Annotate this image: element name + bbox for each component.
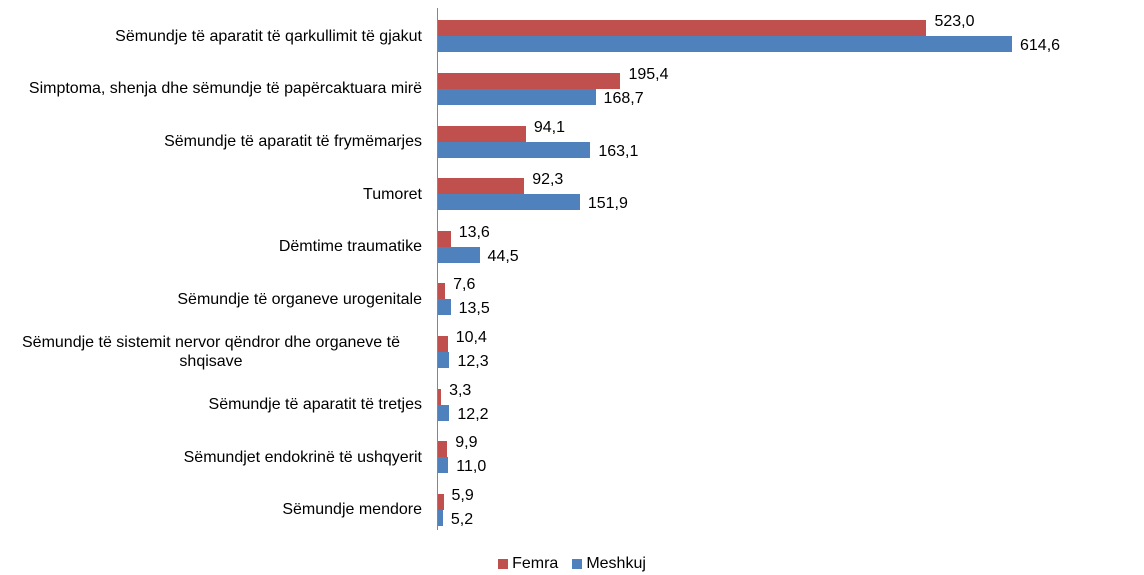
legend-swatch — [498, 559, 509, 569]
category-label: Sëmundje të aparatit të tretjes — [0, 383, 422, 427]
category-axis — [437, 8, 438, 530]
data-label: 13,6 — [458, 223, 490, 241]
bar — [438, 194, 580, 211]
category-label: Simptoma, shenja dhe sëmundje të papërca… — [0, 67, 422, 111]
data-label: 92,3 — [532, 171, 564, 189]
bar — [438, 72, 621, 89]
category-text: Sëmundje të aparatit të tretjes — [208, 396, 422, 413]
data-label: 5,2 — [450, 510, 474, 528]
category-text: Simptoma, shenja dhe sëmundje të papërca… — [28, 80, 422, 98]
data-label: 168,7 — [603, 89, 644, 107]
bar — [438, 36, 1012, 53]
bar — [438, 493, 444, 510]
data-label: 5,9 — [451, 486, 474, 504]
category-label: Sëmundje mendore — [0, 488, 422, 532]
data-label: 12,2 — [457, 405, 489, 423]
category-label: Sëmundje të aparatit të qarkullimit të g… — [0, 14, 422, 58]
bar — [438, 283, 446, 300]
bar — [438, 230, 451, 247]
category-label: Tumoret — [0, 172, 422, 216]
bar — [438, 388, 442, 405]
legend-label: Femra — [512, 555, 559, 572]
bar — [438, 141, 591, 158]
bar — [438, 20, 927, 37]
category-text: Tumoret — [363, 185, 422, 203]
bar — [438, 441, 448, 458]
category-text: Sëmundje të sistemit nervor qëndror dhe … — [22, 333, 400, 370]
category-label: Dëmtime traumatike — [0, 225, 422, 269]
bar — [438, 125, 526, 142]
data-label: 11,0 — [456, 458, 487, 476]
data-label: 151,9 — [587, 195, 628, 213]
category-text: Sëmundje të organeve urogenitale — [177, 290, 422, 308]
data-label: 13,5 — [458, 300, 490, 318]
bar — [438, 88, 596, 105]
bar — [438, 335, 448, 352]
category-label: Sëmundje të sistemit nervor qëndror dhe … — [0, 330, 422, 374]
bar — [438, 404, 450, 421]
data-label: 3,3 — [449, 381, 472, 399]
bar — [438, 457, 449, 474]
category-label: Sëmundje të organeve urogenitale — [0, 277, 422, 321]
bar — [438, 299, 451, 316]
data-label: 195,4 — [628, 65, 669, 83]
legend-label: Meshkuj — [586, 555, 646, 572]
category-label: Sëmundjet endokrinë të ushqyerit — [0, 435, 422, 479]
bar — [438, 178, 525, 195]
data-label: 163,1 — [598, 142, 639, 160]
legend-swatch — [572, 559, 583, 569]
legend-item: Femra — [498, 555, 558, 573]
data-label: 12,3 — [457, 352, 489, 370]
data-label: 9,9 — [455, 434, 478, 452]
bar — [438, 509, 443, 526]
category-text: Sëmundjet endokrinë të ushqyerit — [183, 448, 422, 466]
category-text: Sëmundje mendore — [282, 501, 422, 519]
data-label: 10,4 — [455, 328, 487, 346]
data-label: 614,6 — [1020, 37, 1061, 55]
data-label: 523,0 — [934, 13, 975, 31]
data-label: 7,6 — [453, 276, 476, 294]
category-text: Sëmundje të aparatit të frymëmarjes — [164, 133, 422, 150]
data-label: 94,1 — [533, 118, 566, 136]
bar — [438, 246, 480, 263]
legend-item: Meshkuj — [572, 555, 646, 573]
category-label: Sëmundje të aparatit të frymëmarjes — [0, 120, 422, 164]
category-text: Dëmtime traumatike — [278, 238, 422, 256]
category-text: Sëmundje të aparatit të qarkullimit të g… — [115, 27, 422, 45]
legend: Femra Meshkuj — [0, 555, 1144, 573]
bar — [438, 351, 450, 368]
data-label: 44,5 — [487, 247, 519, 265]
